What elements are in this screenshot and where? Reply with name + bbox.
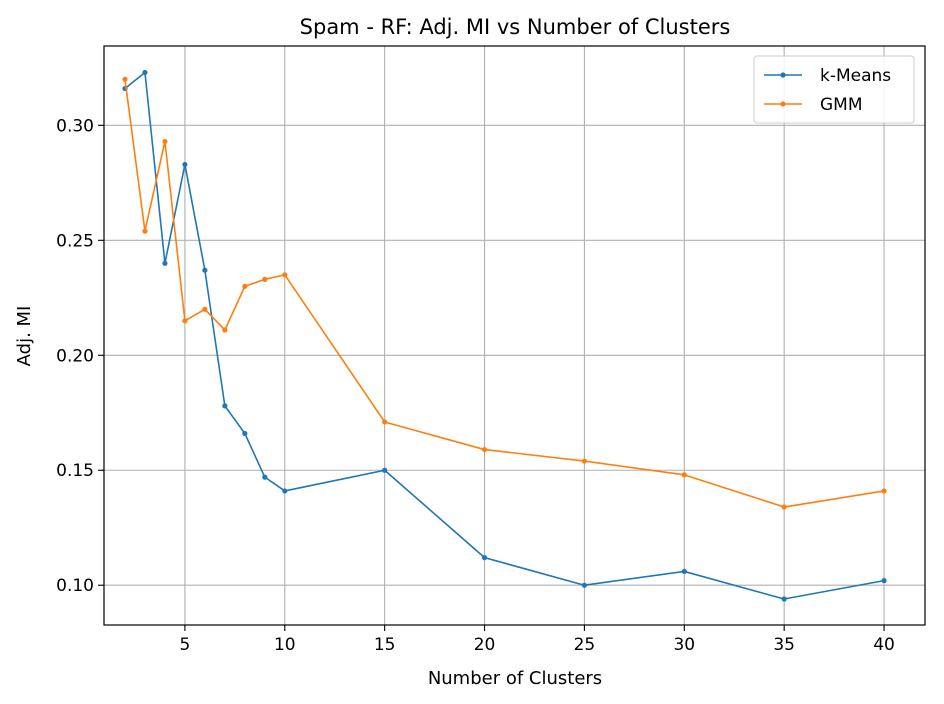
x-tick-label: 20 (474, 635, 496, 655)
legend-kmeans-label: k-Means (820, 66, 891, 86)
x-tick-label: 15 (374, 635, 396, 655)
y-tick-label: 0.20 (56, 346, 94, 366)
data-point-gmm (202, 306, 208, 312)
data-point-k-means (681, 568, 687, 575)
data-point-k-means (242, 430, 248, 437)
data-point-k-means (581, 582, 588, 588)
data-point-gmm (282, 272, 288, 278)
data-point-k-means (262, 474, 268, 480)
x-tick-label: 10 (274, 635, 296, 655)
legend-box (753, 55, 915, 124)
y-tick-label: 0.30 (56, 116, 94, 136)
x-tick-label: 30 (673, 635, 695, 655)
data-point-gmm (581, 458, 588, 464)
y-tick-label: 0.15 (56, 461, 94, 481)
data-point-gmm (781, 504, 787, 510)
data-point-gmm (162, 138, 168, 145)
y-tick-label: 0.25 (56, 231, 94, 251)
y-tick-label: 0.10 (56, 576, 94, 596)
data-point-gmm (881, 488, 887, 494)
ticks: 5 10 15 20 25 30 35 40 0.10 0.15 0.20 0.25 0.30 (56, 116, 895, 655)
data-point-gmm (242, 283, 248, 289)
data-point-k-means (182, 161, 188, 168)
x-axis-label: Number of Clusters (428, 668, 602, 689)
legend-gmm-marker (780, 101, 786, 107)
data-point-gmm (262, 276, 268, 282)
data-point-gmm (222, 327, 228, 333)
data-point-k-means (282, 488, 288, 494)
grid (104, 46, 925, 625)
data-point-k-means (781, 596, 787, 602)
data-point-gmm (382, 419, 388, 425)
data-point-k-means (202, 267, 208, 273)
data-point-gmm (142, 228, 148, 234)
data-point-gmm (182, 318, 188, 324)
x-tick-label: 5 (179, 635, 190, 655)
legend-gmm-label: GMM (820, 95, 863, 115)
x-tick-label: 40 (873, 635, 895, 655)
legend-kmeans-marker (780, 72, 786, 78)
data-point-k-means (142, 69, 148, 76)
y-axis-label: Adj. MI (14, 306, 35, 367)
chart-title: Spam - RF: Adj. MI vs Number of Clusters (300, 15, 731, 39)
x-tick-label: 25 (574, 635, 596, 655)
data-point-k-means (382, 467, 388, 473)
data-point-gmm (122, 76, 128, 82)
legend: k-Means GMM (753, 55, 915, 124)
data-point-k-means (222, 403, 228, 409)
data-point-k-means (481, 555, 488, 561)
plot-frame (103, 45, 926, 626)
series-layer (122, 69, 887, 602)
x-tick-label: 35 (773, 635, 795, 655)
data-point-gmm (681, 472, 687, 478)
data-point-k-means (162, 260, 168, 266)
data-point-k-means (881, 578, 887, 584)
data-point-gmm (481, 446, 488, 453)
